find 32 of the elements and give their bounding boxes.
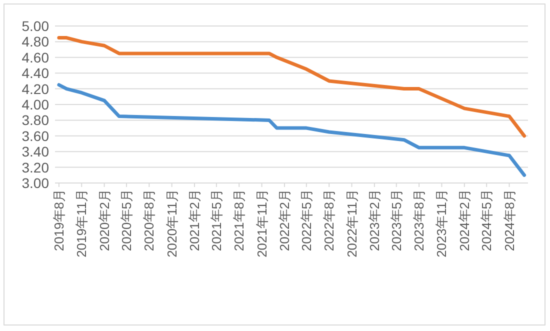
xtick: 2023年5月 <box>388 189 404 252</box>
xtick: 2021年11月 <box>254 189 270 258</box>
ytick: 3.00 <box>22 175 49 191</box>
xtick: 2022年8月 <box>322 189 337 252</box>
xtick: 2021年8月 <box>232 189 247 252</box>
xtick: 2020年11月 <box>164 189 180 258</box>
xtick: 2024年5月 <box>479 189 494 252</box>
xtick: 2023年11月 <box>434 189 450 258</box>
ytick: 4.40 <box>22 65 49 82</box>
xtick: 2020年2月 <box>96 189 112 252</box>
ytick: 4.80 <box>22 34 49 50</box>
xtick: 2019年11月 <box>74 189 90 258</box>
xtick: 2020年8月 <box>142 189 157 252</box>
ytick: 3.60 <box>22 128 49 144</box>
ytick: 3.20 <box>22 159 49 176</box>
xtick: 2021年5月 <box>208 189 224 252</box>
xtick: 2024年8月 <box>502 189 517 252</box>
xtick: 2019年8月 <box>51 189 66 252</box>
xtick: 2022年5月 <box>298 189 314 252</box>
ytick: 4.20 <box>22 80 49 97</box>
xtick: 2023年8月 <box>412 189 427 252</box>
xtick: 2023年2月 <box>366 189 382 252</box>
ytick: 4.60 <box>22 49 49 66</box>
ytick: 4.00 <box>22 96 49 112</box>
xtick: 2022年2月 <box>276 189 292 252</box>
ytick: 3.80 <box>22 112 49 128</box>
xtick: 2022年11月 <box>344 189 360 258</box>
ytick: 3.40 <box>22 144 49 160</box>
ytick: 5.00 <box>22 18 49 34</box>
xtick: 2021年2月 <box>187 189 202 252</box>
xtick: 2020年5月 <box>118 189 134 252</box>
xtick: 2024年2月 <box>456 189 472 252</box>
